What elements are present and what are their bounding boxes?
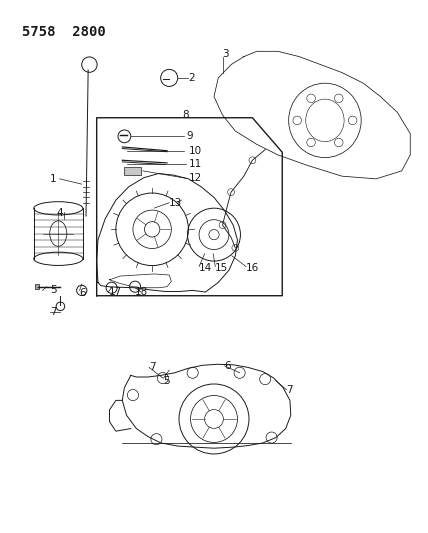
Text: 2: 2 bbox=[188, 73, 195, 83]
Text: 10: 10 bbox=[188, 146, 202, 156]
Text: 5758  2800: 5758 2800 bbox=[22, 25, 106, 39]
Text: 7: 7 bbox=[50, 306, 56, 317]
Text: 5: 5 bbox=[50, 285, 56, 295]
Text: 3: 3 bbox=[223, 49, 229, 59]
Text: 1: 1 bbox=[50, 174, 56, 184]
Text: 12: 12 bbox=[188, 173, 202, 183]
Text: 11: 11 bbox=[188, 159, 202, 169]
Text: 9: 9 bbox=[186, 131, 193, 141]
Text: 17: 17 bbox=[109, 287, 122, 297]
Text: 7: 7 bbox=[149, 362, 156, 373]
Text: 5: 5 bbox=[163, 376, 170, 386]
Text: 16: 16 bbox=[246, 263, 259, 272]
Bar bbox=[125, 167, 142, 175]
Text: 6: 6 bbox=[80, 288, 86, 298]
Text: 13: 13 bbox=[169, 198, 182, 208]
Text: 6: 6 bbox=[225, 361, 231, 371]
Text: 7: 7 bbox=[286, 385, 293, 395]
Text: 15: 15 bbox=[215, 263, 229, 272]
Text: 4: 4 bbox=[56, 208, 63, 219]
Bar bbox=[35, 284, 39, 289]
Text: 8: 8 bbox=[182, 110, 189, 120]
Text: 18: 18 bbox=[135, 287, 149, 297]
Text: 14: 14 bbox=[199, 263, 212, 272]
